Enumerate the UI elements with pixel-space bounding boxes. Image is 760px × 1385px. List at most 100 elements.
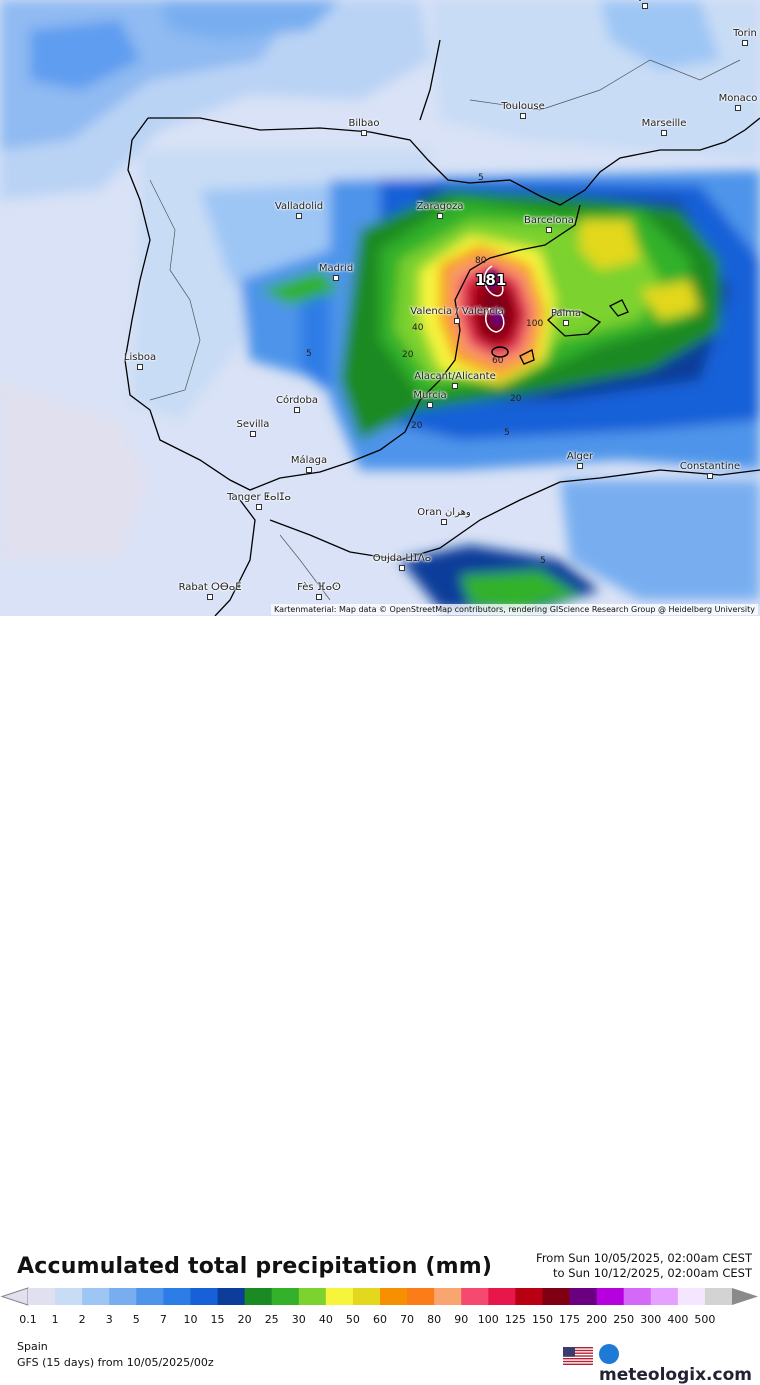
us-flag-icon[interactable] bbox=[563, 1347, 593, 1365]
city-marker bbox=[137, 364, 143, 370]
scale-tick-label: 3 bbox=[105, 1313, 113, 1326]
scale-swatch bbox=[298, 1288, 327, 1305]
precipitation-map: Lyon Torin Monaco Bilbao Toulouse Marseille Va… bbox=[0, 0, 760, 616]
scale-tick-label: 7 bbox=[159, 1313, 167, 1326]
city-marker bbox=[333, 275, 339, 281]
scale-tick-label: 5 bbox=[132, 1313, 140, 1326]
scale-tick-label: 1 bbox=[51, 1313, 59, 1326]
scale-swatch bbox=[407, 1288, 435, 1305]
map-attribution: Kartenmaterial: Map data © OpenStreetMap… bbox=[270, 604, 758, 615]
scale-tick-label: 100 bbox=[477, 1313, 499, 1326]
date-to: to Sun 10/12/2025, 02:00am CEST bbox=[553, 1266, 752, 1280]
scale-tick-label: 400 bbox=[667, 1313, 689, 1326]
scale-tick-label: 250 bbox=[613, 1313, 635, 1326]
city-label: Constantine bbox=[679, 461, 741, 472]
contour-label: 5 bbox=[504, 428, 510, 438]
scale-tick-label: 70 bbox=[400, 1313, 415, 1326]
city-label: Oujda ⵡⵊⴷⴰ bbox=[372, 553, 432, 564]
city-marker bbox=[306, 467, 312, 473]
city-label: Málaga bbox=[290, 455, 328, 466]
city-marker bbox=[207, 594, 213, 600]
city-marker bbox=[399, 565, 405, 571]
scale-swatch bbox=[109, 1288, 137, 1305]
scale-tick-label: 10 bbox=[183, 1313, 198, 1326]
city-marker bbox=[250, 431, 256, 437]
scale-swatch bbox=[163, 1288, 191, 1305]
scale-swatch bbox=[488, 1288, 516, 1305]
city-label: Alacant/Alicante bbox=[414, 371, 496, 382]
city-marker bbox=[361, 130, 367, 136]
contour-label: 5 bbox=[478, 173, 484, 183]
scale-swatch bbox=[244, 1288, 273, 1305]
city-marker bbox=[577, 463, 583, 469]
scale-tick-label: 150 bbox=[531, 1313, 553, 1326]
scale-tick-label: 2 bbox=[78, 1313, 86, 1326]
scale-left-arrow bbox=[0, 1287, 29, 1306]
city-label: Rabat ⵔⴱⴰⵟ bbox=[178, 582, 242, 593]
model-label: GFS (15 days) from 10/05/2025/00z bbox=[17, 1356, 214, 1369]
scale-swatch bbox=[55, 1288, 83, 1305]
city-label: Monaco bbox=[718, 93, 758, 104]
color-scale-bar bbox=[0, 1287, 758, 1306]
precipitation-field bbox=[0, 0, 760, 616]
scale-tick-label: 90 bbox=[454, 1313, 469, 1326]
city-marker bbox=[707, 473, 713, 479]
scale-swatch bbox=[461, 1288, 489, 1305]
scale-swatch bbox=[325, 1288, 354, 1305]
scale-tick-label: 60 bbox=[373, 1313, 387, 1326]
city-label: Valencia / València bbox=[410, 306, 504, 317]
scale-tick-label: 125 bbox=[504, 1313, 526, 1326]
scale-swatch bbox=[650, 1288, 679, 1305]
city-marker bbox=[427, 402, 433, 408]
scale-tick-label: 50 bbox=[345, 1313, 360, 1326]
scale-tick-label: 20 bbox=[237, 1313, 252, 1326]
scale-swatch bbox=[28, 1288, 56, 1305]
city-marker bbox=[296, 213, 302, 219]
city-label: Toulouse bbox=[501, 101, 545, 112]
scale-tick-label: 300 bbox=[640, 1313, 662, 1326]
brand-logo[interactable]: meteologix.com bbox=[599, 1344, 760, 1385]
city-marker bbox=[520, 113, 526, 119]
scale-swatch bbox=[380, 1288, 408, 1305]
scale-swatch bbox=[542, 1288, 571, 1305]
city-label: Alger bbox=[566, 451, 594, 462]
scale-tick-label: 15 bbox=[210, 1313, 225, 1326]
scale-swatch bbox=[623, 1288, 652, 1305]
contour-label: 80 bbox=[475, 256, 487, 266]
max-value-label: 181 bbox=[475, 271, 507, 289]
scale-tick-label: 40 bbox=[318, 1313, 333, 1326]
scale-tick-label: 80 bbox=[427, 1313, 442, 1326]
scale-swatch bbox=[677, 1288, 706, 1305]
city-label: Marseille bbox=[641, 118, 687, 129]
city-label: Córdoba bbox=[276, 395, 318, 406]
meteologix-logo-icon bbox=[599, 1344, 619, 1364]
city-label: Madrid bbox=[318, 263, 354, 274]
scale-swatch bbox=[217, 1288, 246, 1305]
scale-right-arrow bbox=[732, 1288, 758, 1305]
city-label: Lisboa bbox=[123, 352, 157, 363]
scale-swatch bbox=[190, 1288, 219, 1305]
city-label: Tanger ⵟⴰⵏⵊⴰ bbox=[227, 492, 291, 503]
city-marker bbox=[454, 318, 460, 324]
scale-tick-label: 200 bbox=[586, 1313, 608, 1326]
contour-label: 40 bbox=[412, 323, 424, 333]
city-label: Sevilla bbox=[236, 419, 270, 430]
map-title: Accumulated total precipitation (mm) bbox=[17, 1254, 493, 1279]
city-marker bbox=[735, 105, 741, 111]
city-marker bbox=[441, 519, 447, 525]
city-label: Torin bbox=[733, 28, 757, 39]
scale-swatch bbox=[434, 1288, 462, 1305]
scale-swatch bbox=[136, 1288, 164, 1305]
city-label: Lyon bbox=[633, 0, 656, 2]
city-marker bbox=[294, 407, 300, 413]
scale-swatch bbox=[569, 1288, 598, 1305]
contour-label: 20 bbox=[411, 421, 423, 431]
scale-tick-label: 500 bbox=[694, 1313, 716, 1326]
city-label: Bilbao bbox=[348, 118, 380, 129]
contour-label: 100 bbox=[526, 319, 544, 329]
city-marker bbox=[452, 383, 458, 389]
scale-tick-label: 25 bbox=[264, 1313, 279, 1326]
city-label: Barcelona bbox=[524, 215, 574, 226]
city-label: Zaragoza bbox=[416, 201, 464, 212]
city-marker bbox=[742, 40, 748, 46]
